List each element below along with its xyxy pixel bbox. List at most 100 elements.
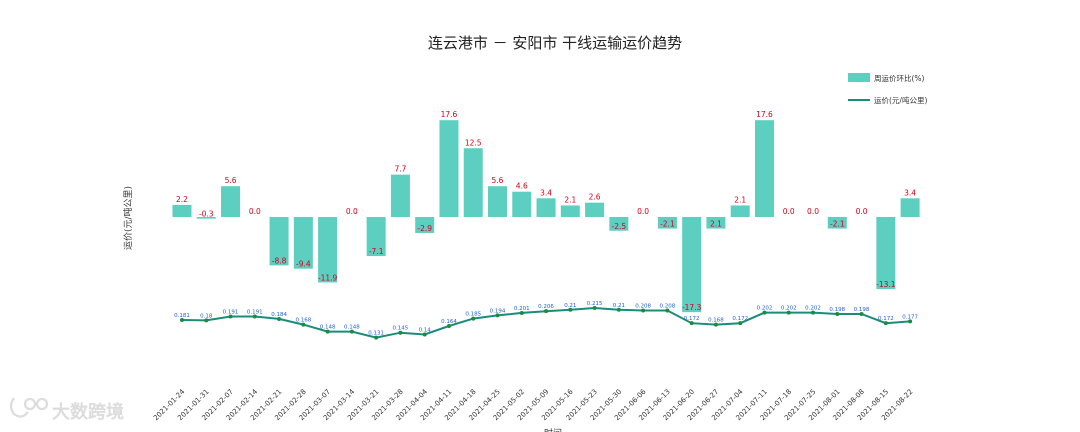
line-point-2021-02-14 [252,314,257,319]
line-point-2021-03-07 [325,329,330,334]
line-series: 0.181 0.18 0.191 0.191 0.184 0.168 0.148 0.148 0… [174,301,918,340]
bar-2021-03-07 [318,217,338,283]
line-label-2021-05-23: 0.215 [587,301,603,307]
bar-label-2021-03-21: -7.1 [369,247,384,256]
bar-label-2021-04-18: 12.5 [465,138,482,147]
bar-series [172,120,920,313]
line-label-2021-04-11: 0.164 [441,319,457,325]
bar-label-2021-05-16: 2.1 [564,195,576,204]
line-point-2021-03-21 [374,335,379,340]
bar-2021-08-22 [900,198,920,217]
dashuju-logo-icon [9,397,49,418]
bar-label-2021-07-25: 0.0 [807,207,819,216]
bar-label-2021-02-21: -8.8 [272,256,287,265]
bar-2021-04-11 [439,120,459,217]
bar-2021-08-15 [876,217,896,290]
bar-2021-05-23 [585,202,605,217]
line-point-2021-07-18 [786,310,791,315]
bar-2021-03-21 [366,217,386,257]
line-label-2021-07-11: 0.202 [757,306,773,312]
line-label-2021-07-18: 0.202 [781,306,797,312]
line-label-2021-02-28: 0.168 [295,318,311,324]
bar-label-2021-08-01: -2.1 [830,220,845,229]
bar-label-2021-08-22: 3.4 [904,188,916,197]
bar-label-2021-03-14: 0.0 [346,207,358,216]
line-point-2021-05-09 [544,309,549,314]
line-point-2021-02-21 [277,316,282,321]
line-label-2021-05-30: 0.21 [613,303,625,309]
bar-labels: 2.2 -0.3 5.6 0.0 -8.8 -9.4 -11.9 0.0 -7.1 7.7 -2.9… [176,110,916,312]
line-point-2021-03-28 [398,330,403,335]
line-point-2021-03-14 [349,329,354,334]
line-point-2021-01-31 [204,318,209,323]
bar-label-2021-01-31: -0.3 [199,210,214,219]
line-point-2021-07-04 [738,321,743,326]
bar-2021-06-20 [682,217,702,313]
line-point-2021-04-18 [471,316,476,321]
line-point-2021-08-15 [883,321,888,326]
bar-label-2021-02-28: -9.4 [296,260,311,269]
bar-2021-03-28 [390,174,410,217]
line-label-2021-08-15: 0.172 [878,316,894,322]
bar-label-2021-05-09: 3.4 [540,188,552,197]
line-point-2021-07-11 [762,310,767,315]
bar-2021-07-11 [754,120,774,217]
bar-label-2021-03-07: -11.9 [318,273,338,282]
bar-label-2021-04-11: 17.6 [441,110,458,119]
line-point-2021-05-02 [519,310,524,315]
bar-2021-07-04 [730,205,750,217]
bar-label-2021-05-30: -2.5 [612,222,627,231]
legend: 周运价环比(%) 运价(元/吨公里) [848,73,927,105]
bar-label-2021-05-23: 2.6 [589,193,601,202]
line-point-2021-06-13 [665,308,670,313]
bar-2021-05-02 [512,191,532,217]
x-tick-labels: 2021-01-242021-01-312021-02-072021-02-14… [152,387,915,422]
line-label-2021-05-02: 0.201 [514,306,530,312]
line-label-2021-06-13: 0.208 [660,303,676,309]
line-label-2021-07-04: 0.172 [732,316,748,322]
line-point-2021-07-25 [811,310,816,315]
line-label-2021-05-09: 0.206 [538,304,554,310]
bar-label-2021-04-25: 5.6 [492,176,504,185]
bar-label-2021-05-02: 4.6 [516,182,528,191]
line-label-2021-03-28: 0.145 [393,326,409,332]
line-label-2021-03-21: 0.131 [368,331,384,337]
line-label-2021-04-18: 0.185 [465,312,481,318]
line-point-2021-04-04 [422,332,427,337]
line-point-2021-05-16 [568,307,573,312]
line-label-2021-08-01: 0.198 [829,307,845,313]
bar-label-2021-01-24: 2.2 [176,195,188,204]
line-label-2021-08-22: 0.177 [902,314,918,320]
line-point-2021-08-22 [908,319,913,324]
line-point-2021-02-07 [228,314,233,319]
line-label-2021-05-16: 0.21 [564,303,576,309]
line-point-2021-02-28 [301,322,306,327]
bar-label-2021-03-28: 7.7 [394,165,406,174]
line-label-2021-03-07: 0.148 [320,325,336,331]
line-label-2021-04-04: 0.14 [419,327,432,333]
bar-2021-05-30 [609,217,629,231]
line-label-2021-06-06: 0.208 [635,303,651,309]
line-point-2021-05-30 [616,307,621,312]
y-axis-label: 运价(元/吨公里) [122,186,134,250]
line-label-2021-01-24: 0.181 [174,313,190,319]
line-point-2021-08-01 [835,312,840,316]
line-point-2021-06-27 [713,322,718,327]
bar-2021-01-24 [172,204,192,217]
watermark: 大数跨境 [9,397,124,423]
bar-label-2021-07-11: 17.6 [756,110,773,119]
bar-label-2021-06-20: -17.3 [682,303,702,312]
line-point-2021-08-08 [859,312,864,316]
bar-2021-04-04 [415,217,435,233]
line-point-2021-06-20 [689,321,694,326]
line-label-2021-02-07: 0.191 [223,309,239,315]
line-point-2021-04-11 [446,324,451,328]
bar-2021-02-07 [221,186,241,217]
line-label-2021-04-25: 0.194 [490,308,506,314]
bar-2021-05-16 [560,205,580,217]
chart-title: 连云港市 － 安阳市 干线运输运价趋势 [428,34,682,52]
legend-line-label: 运价(元/吨公里) [874,95,927,105]
bar-2021-02-28 [293,217,313,269]
bar-label-2021-04-04: -2.9 [417,224,432,233]
